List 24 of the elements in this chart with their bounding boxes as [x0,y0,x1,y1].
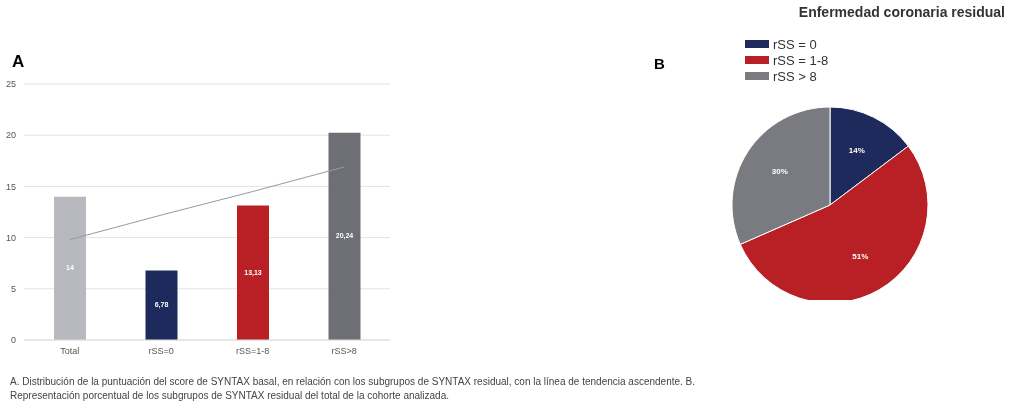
bar [237,205,269,340]
data-label: 51% [852,251,869,261]
y-tick-label: 25 [5,79,16,90]
x-tick-label: rSS=1-8 [236,346,270,357]
data-label: 30% [771,167,788,177]
x-tick-label: rSS>8 [331,346,357,357]
x-tick-label: rSS=0 [148,346,174,357]
text: A. Distribución de la puntuación del score de SYNTAX basal, en relación con los subgrupos de SYNTAX residual, con la línea de tendencia ascendente. B. Representación porcentual de los subgrupos de SYNTAX residual del total de la cohorte analizada. [10,375,697,403]
bar [145,270,178,340]
data-label: 14% [848,146,865,156]
legend-label: rSS > 8 [772,68,818,84]
x-tick-label: Total [60,346,80,357]
text: B [654,55,665,72]
text: A [12,52,25,72]
bar [328,132,361,340]
chart-title: Enfermedad coronaria residual [798,4,1005,20]
bar [54,196,86,340]
legend-label: rSS = 1-8 [772,52,829,68]
legend-label: rSS = 0 [772,36,818,52]
y-tick-label: 15 [5,181,16,192]
y-tick-label: 10 [5,232,16,243]
y-tick-label: 20 [5,130,16,141]
y-tick-label: 0 [10,335,16,346]
y-tick-label: 5 [10,283,16,294]
